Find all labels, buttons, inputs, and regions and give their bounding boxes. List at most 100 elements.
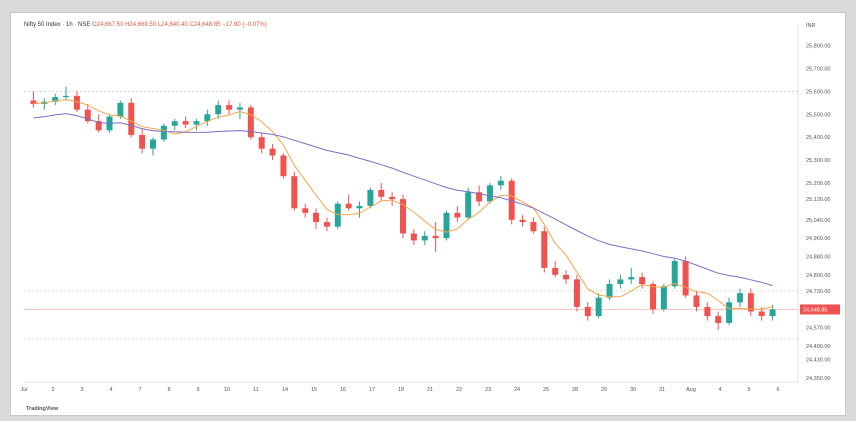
x-tick-label: 11 [253, 387, 259, 393]
candle-body [704, 306, 711, 317]
candle-body [443, 212, 450, 239]
candle-body [160, 125, 167, 140]
y-tick-label: 24,800.00 [806, 273, 830, 279]
x-tick-label: 29 [601, 387, 607, 393]
candle-body [606, 283, 613, 298]
x-tick-label: Aug [686, 387, 696, 393]
candle-body [63, 95, 70, 98]
candle-body [247, 107, 254, 138]
x-tick-label: 22 [456, 387, 462, 393]
candle-body [367, 189, 374, 206]
candle-body [356, 206, 363, 209]
candle-body [736, 293, 743, 303]
candle-body [682, 261, 689, 296]
x-tick-label: 9 [196, 387, 199, 393]
candle-body [258, 137, 265, 149]
candle-body [30, 100, 37, 104]
candle-body [117, 102, 124, 117]
currency-label: INR [806, 23, 816, 29]
candle-body [628, 277, 635, 280]
candle-body [215, 105, 222, 115]
x-tick-label: 30 [630, 387, 636, 393]
ohlc-readout: O24,667.50 H24,669.50 L24,640.40 C24,648… [92, 22, 267, 28]
candle-body [171, 121, 178, 126]
candle-body [139, 134, 146, 149]
candle-body [584, 306, 591, 317]
price-tag [800, 304, 840, 315]
candle-body [693, 295, 700, 307]
candle-body [323, 222, 330, 227]
candle-body [573, 279, 580, 307]
candle-body [313, 212, 320, 223]
candle-body [595, 297, 602, 317]
x-tick-label: 25 [543, 387, 549, 393]
candle-body [182, 121, 189, 125]
candle-body [476, 192, 483, 202]
y-tick-label: 24,490.00 [806, 344, 830, 350]
candle-body [552, 267, 559, 275]
y-tick-label: 24,350.00 [806, 376, 830, 382]
candle-body [639, 277, 646, 284]
y-tick-label: 24,430.00 [806, 358, 830, 364]
fast-moving-average-line [33, 99, 773, 310]
candle-body [486, 185, 493, 202]
candle-body [715, 316, 722, 323]
candle-body [530, 222, 537, 232]
y-tick-label: 24,880.00 [806, 254, 830, 260]
candle-body [758, 311, 765, 317]
candle-body [671, 261, 678, 287]
y-tick-label: 25,700.00 [806, 66, 830, 72]
y-tick-label: 24,570.00 [806, 326, 830, 332]
candle-body [345, 203, 352, 209]
y-tick-label: 25,500.00 [806, 112, 830, 118]
candle-body [726, 302, 733, 323]
candle-body [269, 148, 276, 156]
candle-body [410, 233, 417, 241]
candle-body [508, 180, 515, 220]
x-tick-label: 4 [109, 387, 112, 393]
x-tick-label: 24 [514, 387, 520, 393]
candle-body [400, 199, 406, 234]
candle-body [150, 139, 156, 149]
x-tick-label: 6 [776, 387, 779, 393]
candle-body [563, 274, 570, 280]
candle-body [204, 114, 211, 122]
candle-body [378, 189, 385, 197]
x-tick-label: 16 [340, 387, 346, 393]
price-tag-label: 24,648.85 [803, 307, 827, 313]
candle-body [432, 235, 439, 239]
x-tick-label: 10 [224, 387, 230, 393]
x-tick-label: 8 [167, 387, 170, 393]
x-tick-label: 23 [485, 387, 491, 393]
x-tick-label: 3 [80, 387, 83, 393]
x-tick-label: 17 [369, 387, 375, 393]
slow-moving-average-line [33, 113, 773, 287]
x-tick-label: 18 [398, 387, 404, 393]
candle-body [226, 105, 233, 110]
candle-body [52, 97, 59, 102]
x-tick-label: 2 [51, 387, 54, 393]
candle-body [519, 219, 526, 223]
candle-body [193, 121, 200, 125]
candle-body [302, 208, 309, 213]
x-tick-label: 28 [572, 387, 578, 393]
y-tick-label: 25,040.00 [806, 218, 830, 224]
y-tick-label: 25,400.00 [806, 135, 830, 141]
candle-body [541, 231, 548, 268]
y-tick-label: 24,730.00 [806, 289, 830, 295]
candle-body [465, 192, 472, 218]
candle-body [389, 196, 396, 200]
x-tick-label: Jul [20, 387, 27, 393]
x-tick-label: 14 [282, 387, 288, 393]
candle-body [73, 95, 80, 110]
candle-body [497, 180, 504, 186]
y-tick-label: 25,300.00 [806, 158, 830, 164]
y-tick-label: 25,600.00 [806, 89, 830, 95]
candle-body [747, 293, 754, 312]
candle-body [421, 235, 428, 241]
x-tick-label: 21 [427, 387, 433, 393]
candle-body [236, 107, 243, 110]
candle-body [769, 309, 776, 317]
candle-body [95, 121, 102, 131]
